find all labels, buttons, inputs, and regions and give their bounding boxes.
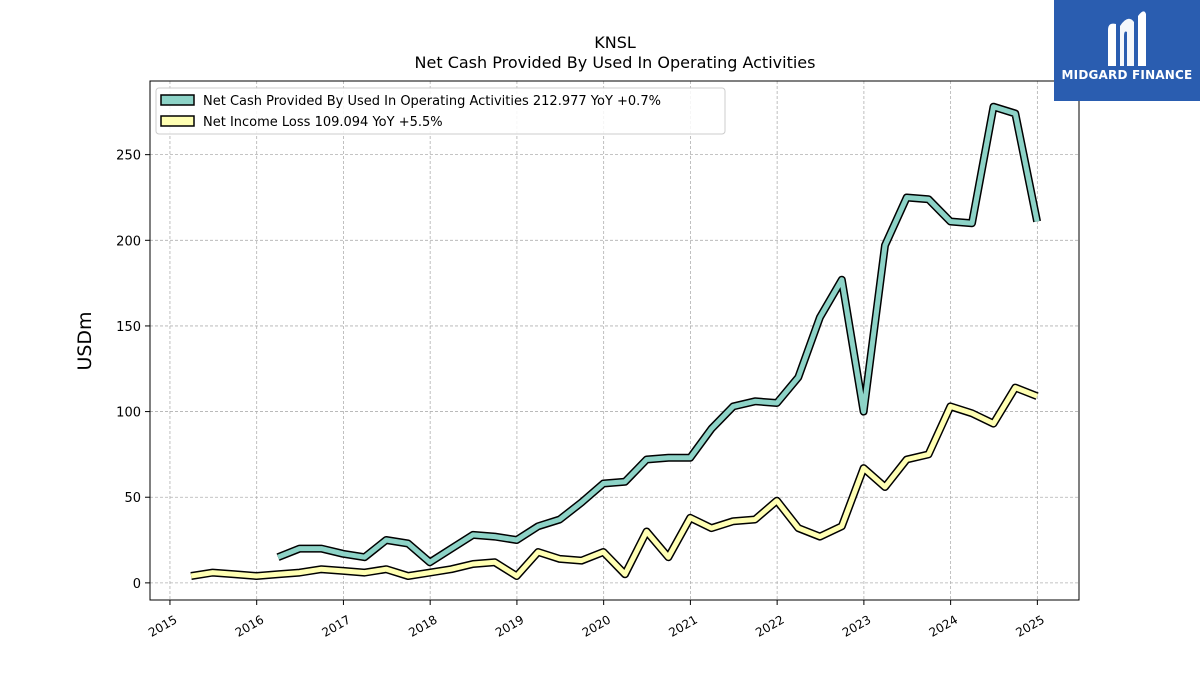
legend-label-0: Net Cash Provided By Used In Operating A… (203, 94, 661, 109)
logo-text: MIDGARD FINANCE (1061, 68, 1193, 82)
x-tick-label: 2021 (666, 612, 699, 639)
x-tick-label: 2016 (233, 612, 266, 639)
y-tick-label: 150 (116, 320, 141, 335)
series-0-outline (276, 102, 1042, 567)
x-tick-label: 2022 (753, 612, 786, 639)
x-tick-label: 2020 (580, 612, 613, 639)
chart-title: KNSL (594, 33, 636, 52)
y-tick-label: 50 (124, 491, 141, 506)
y-tick-label: 100 (116, 406, 141, 421)
x-tick-label: 2017 (319, 612, 352, 639)
midgard-logo-mark-icon (1108, 11, 1146, 67)
x-tick-label: 2025 (1013, 612, 1046, 639)
y-tick-label: 0 (133, 577, 141, 592)
x-tick-label: 2024 (927, 612, 960, 639)
series-group (190, 102, 1042, 580)
series-1-line (190, 385, 1039, 579)
x-tick-label: 2015 (146, 612, 179, 639)
y-tick-label: 200 (116, 234, 141, 249)
legend-swatch-1 (160, 115, 195, 127)
x-tick-label: 2018 (406, 612, 439, 639)
y-axis-label: USDm (74, 311, 96, 370)
legend-swatch-0 (160, 94, 195, 106)
y-tick-label: 250 (116, 149, 141, 164)
legend-box (155, 87, 726, 135)
grid (150, 81, 1079, 600)
series-0-line (277, 104, 1040, 565)
midgard-finance-logo: MIDGARD FINANCE (1054, 0, 1200, 101)
axes: 0 50 100 150 200 250 2015 2016 2017 2018 2019 2020 2… (116, 149, 1047, 640)
legend-label-1: Net Income Loss 109.094 YoY +5.5% (203, 115, 443, 130)
plot-frame (149, 80, 1080, 601)
x-tick-label: 2023 (840, 612, 873, 639)
x-tick-label: 2019 (493, 612, 526, 639)
chart-subtitle: Net Cash Provided By Used In Operating A… (415, 53, 816, 72)
legend: Net Cash Provided By Used In Operating A… (155, 87, 726, 135)
